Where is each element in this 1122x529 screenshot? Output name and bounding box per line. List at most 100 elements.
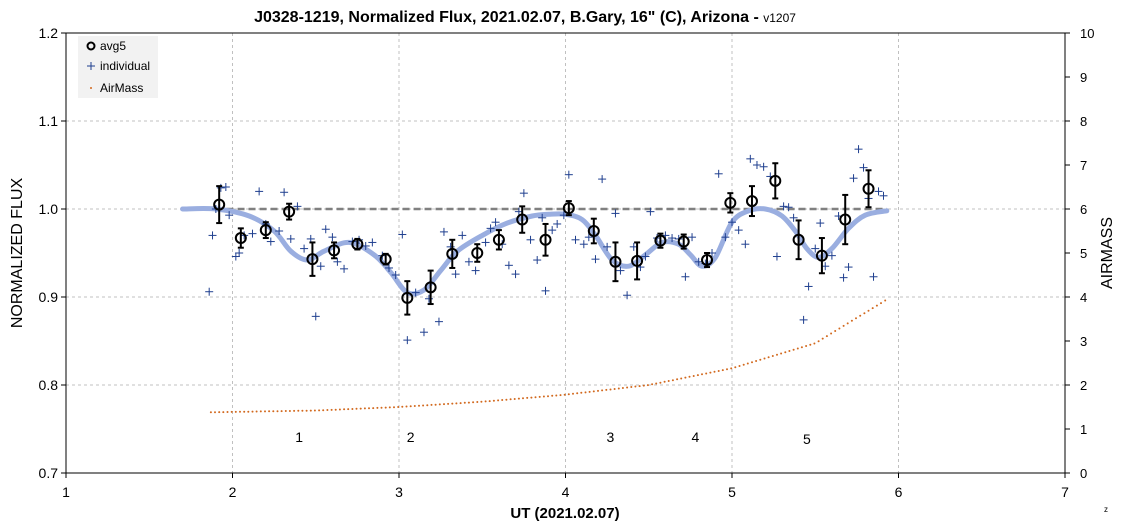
airmass-point	[788, 350, 791, 352]
individual-point	[255, 187, 264, 196]
avg5-point	[654, 232, 667, 249]
airmass-point	[701, 373, 703, 376]
airmass-point	[455, 402, 458, 405]
airmass-point	[484, 400, 487, 403]
airmass-point	[330, 408, 333, 411]
airmass-point	[284, 410, 287, 412]
airmass-point	[642, 384, 645, 387]
airmass-point	[318, 409, 321, 412]
individual-point	[221, 183, 230, 191]
avg5-point	[234, 227, 247, 249]
x-axis-title: UT (2021.02.07)	[510, 505, 619, 522]
airmass-point	[755, 360, 758, 362]
individual-point	[564, 170, 573, 179]
individual-point	[541, 286, 550, 295]
avg5-point	[259, 221, 272, 240]
individual-point	[746, 154, 755, 163]
airmass-point	[492, 399, 495, 402]
avg5-point	[492, 229, 505, 251]
airmass-point	[659, 381, 662, 384]
airmass-point	[268, 410, 271, 413]
individual-point	[714, 169, 723, 178]
transit-label: 1	[295, 429, 303, 445]
airmass-point	[359, 407, 362, 410]
airmass-point	[721, 369, 724, 372]
individual-point	[434, 317, 443, 326]
avg5-point	[815, 237, 828, 275]
airmass-point	[746, 362, 749, 365]
y2-axis-ticks: 0 1 2 3 4 5 6 7 8 9 10	[1065, 26, 1094, 481]
airmass-point	[784, 351, 787, 354]
airmass-point	[472, 401, 475, 404]
individual-point	[231, 252, 240, 261]
individual-point	[321, 225, 330, 234]
individual-point	[741, 240, 750, 249]
transit-label: 5	[803, 431, 811, 447]
airmass-point	[488, 400, 491, 403]
airmass-point	[830, 332, 833, 335]
individual-point	[816, 219, 825, 228]
airmass-point	[680, 377, 683, 380]
y2-tick-label: 2	[1080, 378, 1087, 393]
airmass-point	[434, 403, 437, 406]
individual-point	[752, 161, 761, 169]
airmass-point	[505, 398, 508, 401]
individual-point	[603, 242, 612, 251]
airmass-point	[551, 394, 554, 397]
individual-point	[424, 294, 433, 303]
airmass-point	[347, 408, 350, 411]
individual-point	[668, 234, 677, 243]
airmass-point	[621, 387, 624, 389]
airmass-point	[301, 409, 304, 412]
individual-point	[391, 271, 400, 279]
individual-point	[208, 231, 217, 240]
airmass-point	[805, 345, 808, 347]
airmass-point	[426, 404, 429, 407]
airmass-point	[517, 397, 520, 400]
individual-point	[519, 189, 528, 198]
airmass-point	[530, 396, 533, 399]
airmass-point	[813, 342, 816, 345]
individual-point	[598, 175, 607, 184]
airmass-point	[380, 406, 383, 409]
individual-point	[611, 209, 620, 218]
airmass-point	[821, 337, 824, 340]
airmass-point	[542, 395, 545, 398]
airmass-point	[413, 405, 416, 407]
airmass-point	[447, 402, 450, 405]
airmass-point	[863, 312, 866, 315]
airmass-point	[397, 406, 400, 408]
airmass-point	[384, 406, 387, 409]
individual-point	[205, 287, 214, 296]
airmass-point	[322, 409, 325, 412]
airmass-point	[280, 410, 283, 413]
airmass-point	[363, 407, 366, 410]
airmass-point	[617, 387, 620, 390]
airmass-point	[388, 406, 391, 409]
airmass-point	[259, 410, 262, 413]
airmass-point	[451, 402, 454, 405]
airmass-point	[272, 410, 275, 413]
airmass-point	[239, 410, 241, 413]
airmass-point	[334, 408, 337, 411]
individual-point	[216, 183, 225, 192]
individual-point	[439, 227, 448, 236]
legend-airmass-label: AirMass	[100, 81, 143, 95]
individual-point	[623, 291, 632, 300]
airmass-point	[597, 389, 599, 392]
y2-tick-label: 7	[1080, 158, 1087, 173]
airmass-point	[422, 404, 425, 407]
individual-point	[464, 257, 473, 266]
airmass-point	[609, 388, 612, 391]
airmass-point	[309, 409, 312, 412]
x-tick-label: 3	[395, 484, 403, 500]
avg5-point	[562, 200, 575, 217]
airmass-point	[688, 375, 691, 378]
airmass-point	[584, 391, 587, 394]
y-axis-title: NORMALIZED FLUX	[9, 178, 26, 329]
airmass-point	[376, 406, 379, 409]
chart-title: J0328-1219, Normalized Flux, 2021.02.07,…	[254, 9, 796, 26]
airmass-point	[601, 389, 604, 392]
individual-point	[451, 270, 460, 279]
airmass-point	[692, 375, 695, 377]
